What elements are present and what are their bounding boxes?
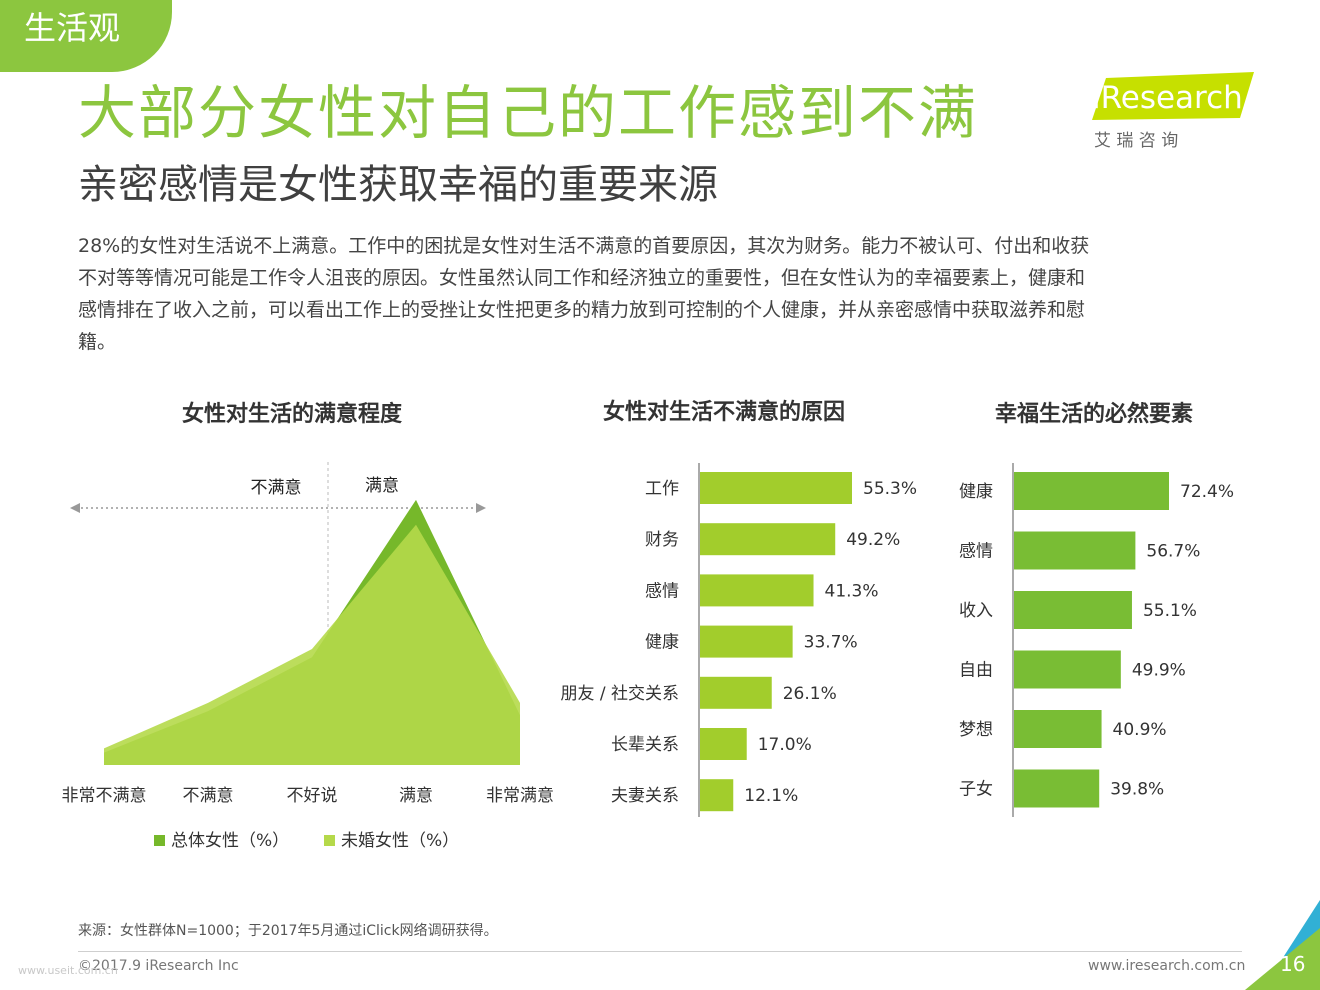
page-title: 大部分女性对自己的工作感到不满 [78,79,979,147]
source-note: 来源：女性群体N=1000；于2017年5月通过iClick网络调研获得。 [78,923,498,939]
area-series-2 [104,524,520,765]
data-label: 49.2% [846,530,900,550]
data-label: 17.0% [758,735,812,755]
section-tab: 生活观 [0,0,172,72]
bar [700,779,734,812]
logo-sub: 艾 瑞 咨 询 [1094,131,1178,151]
chart2-title: 女性对生活不满意的原因 [603,400,846,425]
category-label: 收入 [959,601,993,621]
satisfaction-area-chart: 不满意 满意 非常不满意 不满意 不好说 满意 非常满意 总体女性（%） 未婚女性（%） [62,462,554,851]
x-tick-label: 满意 [399,786,433,806]
data-label: 33.7% [804,633,858,653]
annotation-dissatisfied: 不满意 [251,478,302,498]
bar [700,472,852,504]
annotation-satisfied: 满意 [365,476,399,496]
category-label: 长辈关系 [611,735,679,755]
corner-decoration [1245,900,1320,990]
arrow-right-icon [476,503,486,513]
category-label: 感情 [959,542,993,562]
data-label: 12.1% [744,786,798,806]
body-line: 28%的女性对生活说不上满意。工作中的困扰是女性对生活不满意的首要原因，其次为财… [78,235,1090,257]
footer-divider [78,951,1242,952]
category-label: 健康 [959,482,993,502]
bar [1014,591,1132,629]
category-label: 自由 [959,661,993,681]
bar [1014,650,1121,689]
bar [700,574,814,607]
category-label: 工作 [645,479,679,499]
page-number: 16 [1280,952,1306,976]
happiness-bar-chart: 健康 72.4% 感情 56.7% 收入 55.1% 自由 49.9% 梦想 40.9% 子女 39.… [959,463,1234,817]
category-label: 朋友 / 社交关系 [560,684,679,704]
bar [700,523,836,556]
bar [1014,710,1102,748]
data-label: 55.3% [863,479,917,499]
website-link[interactable]: www.iresearch.com.cn [1088,958,1246,974]
x-tick-label: 非常满意 [486,786,554,806]
body-line: 感情排在了收入之前，可以看出工作上的受挫让女性把更多的精力放到可控制的个人健康，… [78,299,1086,321]
chart3-title: 幸福生活的必然要素 [995,402,1194,427]
category-label: 夫妻关系 [611,786,679,806]
page-subtitle: 亲密感情是女性获取幸福的重要来源 [78,162,718,208]
body-line: 籍。 [78,331,117,353]
legend-swatch [154,835,165,846]
bar [700,625,793,658]
legend-swatch [324,835,335,846]
body-line: 不对等等情况可能是工作令人沮丧的原因。女性虽然认同工作和经济独立的重要性，但在女… [78,267,1086,289]
category-label: 子女 [959,780,993,800]
category-label: 感情 [645,581,679,601]
copyright: ©2017.9 iResearch Inc [78,958,239,974]
x-tick-label: 不好说 [287,786,338,806]
watermark: www.useit.com.cn [18,964,118,977]
data-label: 41.3% [825,581,879,601]
category-label: 梦想 [959,720,993,740]
data-label: 40.9% [1113,720,1167,740]
data-label: 26.1% [783,684,837,704]
chart1-title: 女性对生活的满意程度 [182,402,403,427]
bar [700,728,747,760]
data-label: 39.8% [1110,780,1164,800]
legend-label: 总体女性（%） [171,831,289,851]
bar [1014,531,1136,570]
category-label: 健康 [645,633,679,653]
x-tick-label: 非常不满意 [62,786,147,806]
bar [1014,769,1100,808]
data-label: 49.9% [1132,661,1186,681]
body-paragraph: 28%的女性对生活说不上满意。工作中的困扰是女性对生活不满意的首要原因，其次为财… [78,230,1258,358]
data-label: 56.7% [1146,542,1200,562]
iresearch-logo: iResearch 艾 瑞 咨 询 [1088,70,1258,160]
arrow-left-icon [70,503,80,513]
legend-label: 未婚女性（%） [341,831,459,851]
bar [1014,472,1169,510]
category-label: 财务 [645,530,679,550]
x-tick-label: 不满意 [183,786,234,806]
bar [700,676,772,709]
data-label: 72.4% [1180,482,1234,502]
data-label: 55.1% [1143,601,1197,621]
logo-text: iResearch [1092,80,1243,116]
reasons-bar-chart: 工作 55.3% 财务 49.2% 感情 41.3% 健康 33.7% 朋友 / 社交关系 26.… [560,463,917,817]
